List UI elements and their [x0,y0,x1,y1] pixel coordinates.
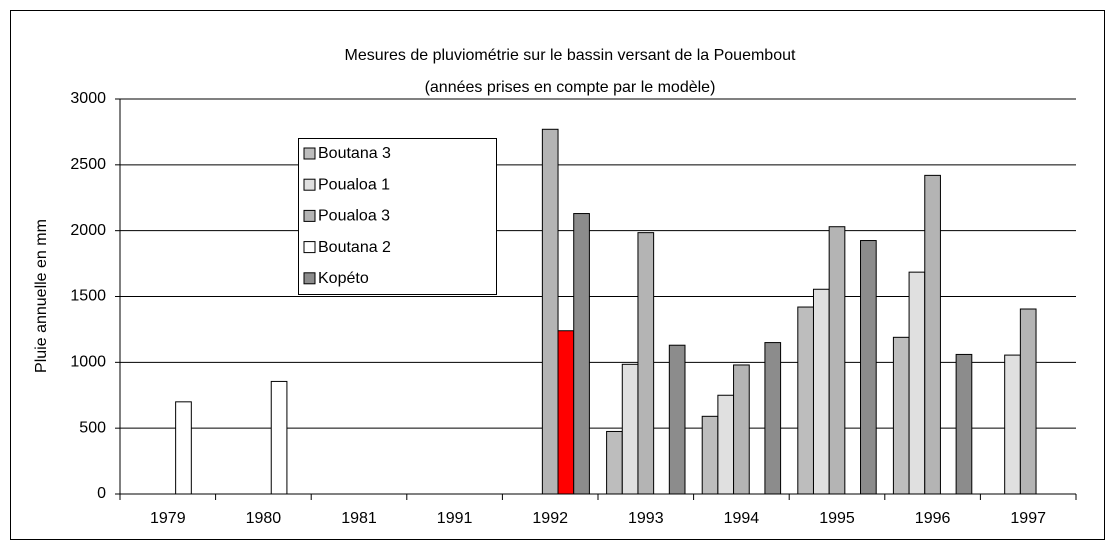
y-tick-label: 1000 [70,354,106,371]
bar [701,415,719,495]
bar [892,336,910,495]
bar [637,232,655,495]
bar [606,430,623,495]
x-tick-label: 1997 [1010,510,1046,527]
bar [860,240,877,495]
bar [764,342,782,495]
x-tick-label: 1991 [437,510,473,527]
bar [557,330,575,495]
bar [717,394,735,495]
y-tick-label: 0 [97,485,106,502]
legend-label: Kopéto [318,270,369,287]
legend-swatch [303,147,316,160]
bar [797,306,814,495]
bar [541,128,559,495]
bar [1004,354,1021,495]
bar [270,380,288,495]
y-tick-label: 500 [79,419,106,436]
legend-label: Poualoa 1 [318,176,390,193]
bar [621,363,639,495]
legend-label: Boutana 3 [318,145,391,162]
x-tick-label: 1996 [915,510,951,527]
y-axis-label: Pluie annuelle en mm [33,219,50,373]
y-tick-label: 2500 [70,156,106,173]
chart-title: Mesures de pluviométrie sur le bassin ve… [345,47,796,64]
bar [812,288,830,495]
legend-label: Boutana 2 [318,239,391,256]
x-tick-label: 1980 [246,510,282,527]
legend-swatch [303,241,316,254]
x-tick-label: 1992 [532,510,568,527]
x-tick-label: 1993 [628,510,664,527]
legend-swatch [303,272,316,285]
bar [955,353,973,495]
bar [828,226,846,495]
y-tick-label: 2000 [70,222,106,239]
bar [668,344,686,495]
bar [573,213,590,495]
x-tick-label: 1995 [819,510,855,527]
legend-swatch [303,178,316,191]
legend-label: Poualoa 3 [318,208,390,225]
bar [733,364,750,495]
y-tick-label: 1500 [70,288,106,305]
x-tick-label: 1981 [341,510,377,527]
y-tick-label: 3000 [70,90,106,107]
chart-subtitle: (années prises en compte par le modèle) [425,79,716,96]
x-tick-label: 1979 [150,510,186,527]
legend-swatch [303,209,316,222]
bar [908,271,926,495]
x-tick-label: 1994 [724,510,760,527]
bar [1019,308,1037,495]
bar [924,174,941,495]
bar [175,401,192,495]
legend-box [298,138,497,295]
